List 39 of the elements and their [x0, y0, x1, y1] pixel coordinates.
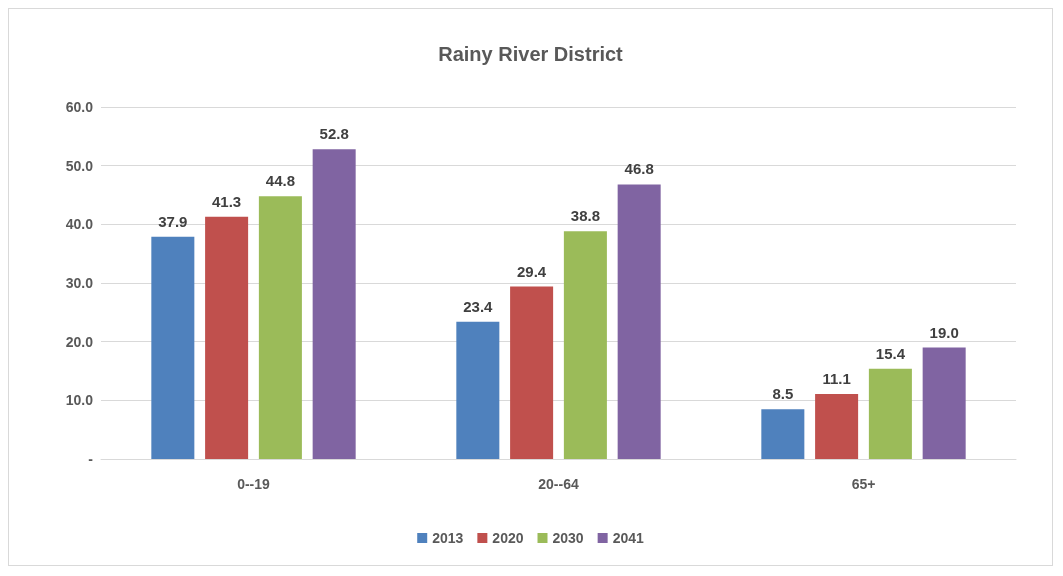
y-tick-label: 50.0 — [65, 157, 94, 174]
bar — [761, 409, 805, 459]
y-tick-label: 60.0 — [65, 99, 94, 115]
data-label: 41.3 — [212, 192, 242, 210]
bar — [510, 286, 554, 459]
bar — [815, 393, 859, 459]
data-label: 8.5 — [772, 385, 794, 403]
data-label: 29.4 — [517, 262, 547, 280]
legend-label: 2041 — [612, 530, 644, 546]
y-tick-label: 10.0 — [65, 392, 94, 409]
y-tick-label: 30.0 — [65, 275, 94, 291]
x-tick-label: 20--64 — [538, 476, 579, 492]
bar — [617, 184, 661, 459]
bar — [205, 216, 249, 459]
data-label: 38.8 — [570, 207, 600, 225]
bar — [456, 321, 500, 459]
legend-label: 2020 — [492, 530, 524, 546]
data-label: 15.4 — [875, 344, 906, 362]
x-tick-label: 65+ — [851, 476, 876, 492]
data-label: 46.8 — [624, 160, 654, 178]
y-tick-label: - — [88, 451, 94, 467]
bar — [563, 231, 607, 459]
data-label: 23.4 — [463, 297, 494, 315]
bar — [922, 347, 966, 459]
data-label: 52.8 — [319, 125, 349, 143]
x-tick-label: 0--19 — [237, 476, 271, 492]
bar — [868, 368, 912, 459]
data-label: 19.0 — [929, 323, 959, 341]
legend-label: 2030 — [552, 530, 584, 546]
data-label: 44.8 — [265, 172, 295, 190]
chart-title: Rainy River District — [438, 43, 624, 65]
bar — [151, 236, 195, 459]
legend-label: 2013 — [432, 530, 464, 546]
bar — [312, 149, 356, 459]
data-label: 11.1 — [822, 369, 851, 387]
bar — [258, 196, 302, 459]
y-tick-label: 20.0 — [65, 333, 94, 350]
y-tick-label: 40.0 — [65, 216, 94, 233]
data-label: 37.9 — [158, 212, 188, 230]
